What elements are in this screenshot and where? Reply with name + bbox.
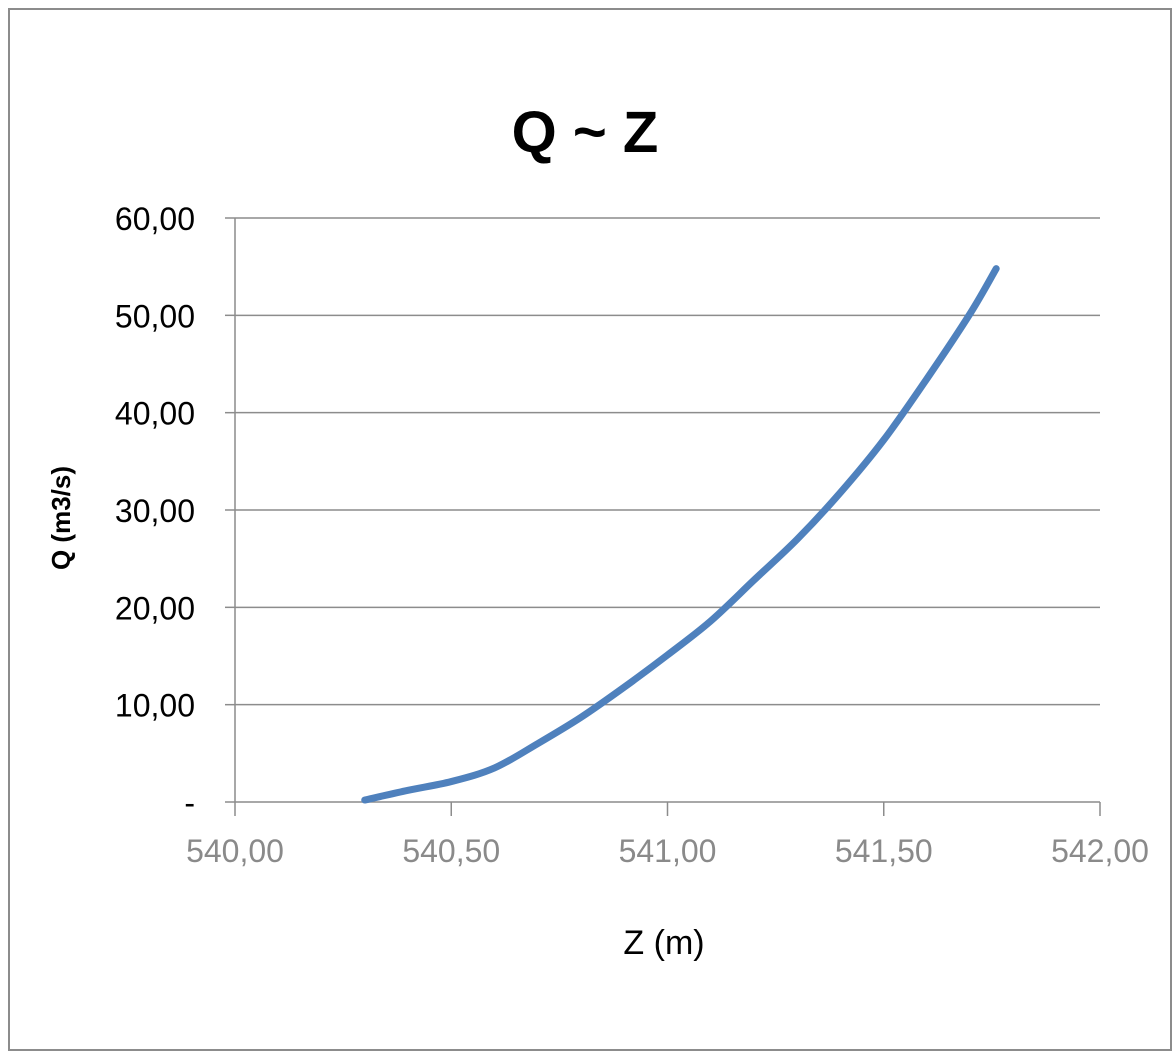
chart-title: Q ~ Z: [512, 100, 659, 165]
x-tick-label: 540,50: [402, 833, 500, 869]
y-tick-label: 30,00: [115, 493, 195, 529]
x-axis-label: Z (m): [623, 924, 704, 962]
chart-frame: - 10,00 20,00 30,00 40,00 50,00 60,00 540,00 540…: [8, 8, 1172, 1051]
x-tick-label: 542,00: [1051, 833, 1149, 869]
x-tick-label: 541,00: [619, 833, 717, 869]
x-tick-label: 541,50: [835, 833, 933, 869]
series-layer: [361, 265, 1000, 804]
axes: - 10,00 20,00 30,00 40,00 50,00 60,00 540,00 540…: [115, 201, 1149, 869]
y-tick-label: 10,00: [115, 688, 195, 724]
x-tick-label: 540,00: [186, 833, 284, 869]
line-chart: - 10,00 20,00 30,00 40,00 50,00 60,00 540,00 540…: [46, 100, 1149, 962]
y-tick-label: 40,00: [115, 396, 195, 432]
y-tick-label: 60,00: [115, 201, 195, 237]
y-tick-label: 50,00: [115, 298, 195, 334]
series-line: [361, 265, 1000, 804]
y-axis-label: Q (m3/s): [46, 466, 76, 570]
y-tick-label: -: [184, 785, 195, 821]
gridlines: [235, 217, 1100, 706]
y-tick-label: 20,00: [115, 590, 195, 626]
